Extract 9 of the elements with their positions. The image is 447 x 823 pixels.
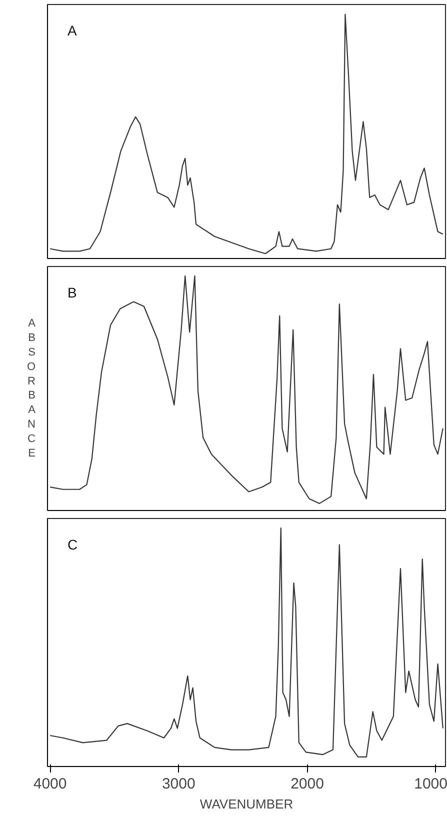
text: ABSORBANCE — [26, 318, 36, 460]
x-axis-title: WAVENUMBER — [200, 796, 294, 812]
x-tick-label: 1000 — [414, 776, 447, 792]
annotation: A — [68, 22, 78, 38]
annotation: B — [68, 284, 77, 300]
annotation: C — [68, 536, 78, 552]
x-tick-label: 4000 — [33, 776, 67, 792]
x-tick-label: 3000 — [162, 776, 196, 792]
x-tick-label: 2000 — [290, 776, 324, 792]
